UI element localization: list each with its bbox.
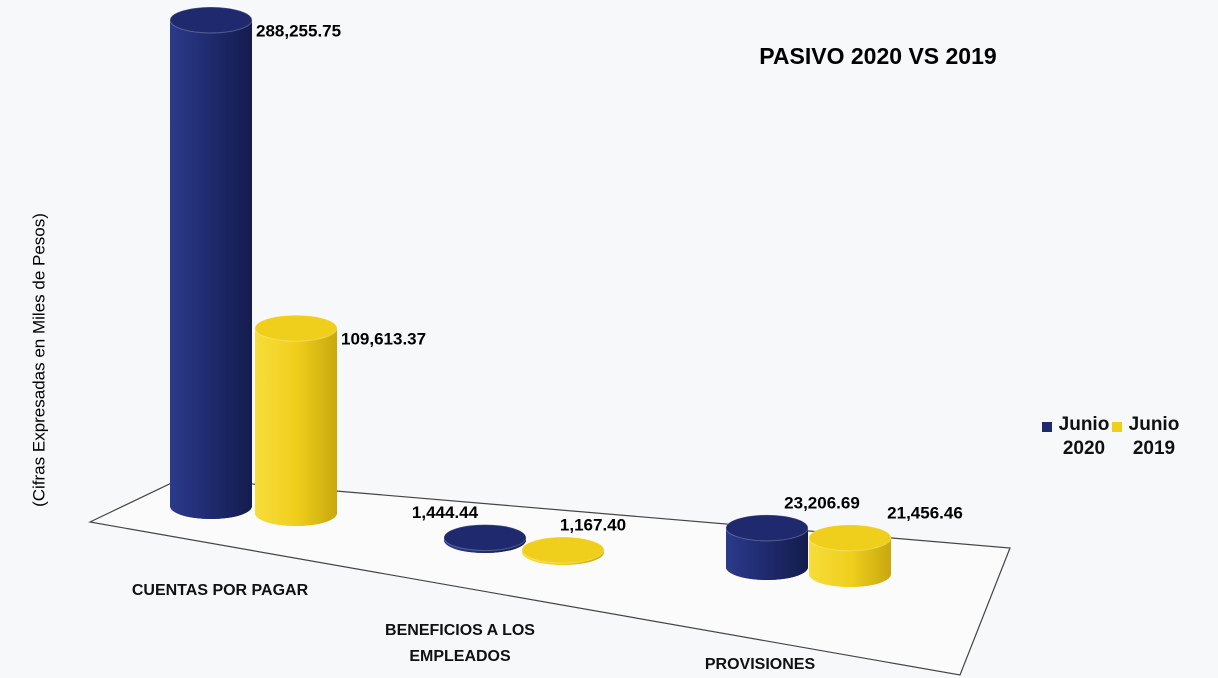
floor bbox=[88, 477, 1011, 676]
cylinder bbox=[255, 328, 337, 526]
x-tick-label: CUENTAS POR PAGAR bbox=[131, 582, 309, 599]
cylinder bbox=[726, 527, 808, 580]
cylinder-top bbox=[254, 314, 338, 342]
cylinder-top bbox=[169, 6, 253, 34]
data-label: 23,206.69 bbox=[784, 493, 860, 512]
data-label: 288,255.75 bbox=[256, 21, 341, 40]
x-tick-label: BENEFICIOS A LOS EMPLEADOS bbox=[385, 622, 535, 665]
legend-swatch bbox=[1042, 422, 1052, 432]
cylinder bbox=[809, 537, 891, 587]
data-label: 1,167.40 bbox=[560, 516, 626, 535]
cylinder-top bbox=[521, 536, 605, 564]
data-label: 1,444.44 bbox=[412, 503, 479, 522]
cylinder-top bbox=[808, 524, 892, 552]
chart-title: PASIVO 2020 VS 2019 bbox=[759, 43, 996, 69]
data-label: 21,456.46 bbox=[887, 503, 963, 522]
cylinder-top bbox=[443, 524, 527, 552]
legend-swatch bbox=[1112, 422, 1122, 432]
cylinder-top bbox=[725, 514, 809, 542]
data-label: 109,613.37 bbox=[341, 330, 426, 349]
legend-label: Junio 2019 bbox=[1128, 414, 1180, 459]
legend-label: Junio 2020 bbox=[1058, 414, 1110, 459]
x-tick-label: PROVISIONES bbox=[704, 656, 816, 673]
cylinder bbox=[170, 20, 252, 519]
y-axis-label: (Cifras Expresadas en Miles de Pesos) bbox=[29, 213, 48, 507]
